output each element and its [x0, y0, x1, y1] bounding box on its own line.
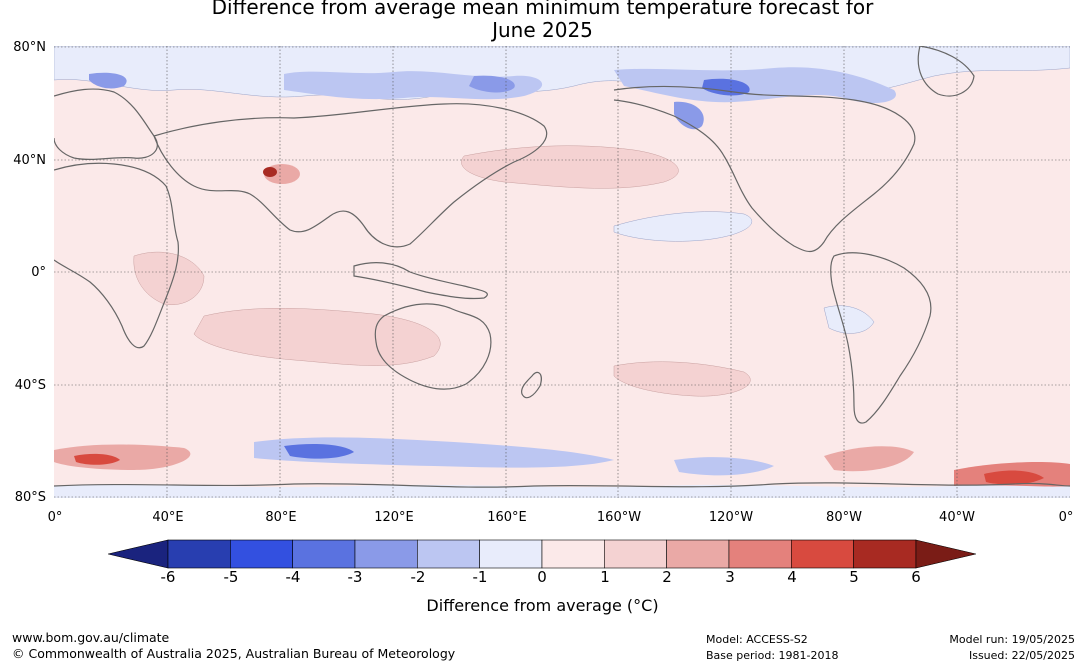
lon-label-40e: 40°E	[152, 510, 184, 525]
lon-label-160e: 160°E	[487, 510, 527, 525]
footer-model-run: Model run: 19/05/2025	[949, 633, 1075, 646]
anomaly-region-southern-ocean-cool-core	[284, 444, 354, 459]
anomaly-region-southern-ocean-cool-east	[674, 457, 774, 476]
colorbar-cell	[666, 539, 730, 569]
lon-label-120w: 120°W	[708, 510, 754, 525]
coastline-australia	[374, 303, 492, 390]
anomaly-region-south-pacific-warm	[613, 361, 751, 397]
anomaly-region-europe-cool	[89, 72, 127, 89]
colorbar-cell	[292, 539, 356, 569]
anomaly-region-africa-warm	[133, 251, 205, 306]
footer-issued: Issued: 22/05/2025	[968, 649, 1075, 662]
colorbar-tick: 3	[725, 568, 735, 586]
colorbar-cell	[417, 539, 480, 569]
footer-base-period: Base period: 1981-2018	[706, 649, 839, 662]
colorbar-tick: 5	[849, 568, 859, 586]
coastline-europe	[54, 88, 158, 161]
lat-label-80n: 80°N	[13, 40, 46, 55]
colorbar-cell	[728, 539, 792, 569]
lon-label-0-east: 0°	[1058, 510, 1074, 525]
coastline-indonesia	[353, 262, 488, 300]
lon-label-40w: 40°W	[939, 510, 975, 525]
anomaly-region-alaska-cool	[674, 101, 704, 130]
anomaly-region-southern-ocean-warm-west-core	[74, 453, 120, 465]
colorbar-tick: -6	[160, 568, 176, 586]
lat-label-equator: 0°	[31, 265, 46, 280]
coastline-asia	[153, 103, 548, 248]
lon-label-80w: 80°W	[826, 510, 862, 525]
footer-dates: Model run: 19/05/2025 Issued: 22/05/2025	[949, 632, 1075, 664]
colorbar-tick: -3	[347, 568, 363, 586]
anomaly-region-canada-cool	[614, 67, 896, 104]
anomaly-region-antarctic-cool	[54, 484, 1070, 498]
colorbar	[108, 539, 977, 569]
footer-copyright: © Commonwealth of Australia 2025, Austra…	[12, 646, 456, 661]
lon-label-0: 0°	[47, 510, 63, 525]
footer-model-info: Model: ACCESS-S2 Base period: 1981-2018	[706, 632, 838, 664]
coastline-north-america	[613, 85, 916, 253]
colorbar-cell	[167, 539, 231, 569]
colorbar-tick: -1	[472, 568, 488, 586]
footer-url: www.bom.gov.au/climate	[12, 630, 170, 645]
anomaly-region-southern-ocean-warm-atlantic-core	[984, 470, 1044, 485]
colorbar-tick: 0	[537, 568, 547, 586]
colorbar-extend-high	[915, 539, 977, 569]
footer-credits: www.bom.gov.au/climate © Commonwealth of…	[12, 630, 455, 662]
coastline-south-america	[830, 252, 932, 424]
colorbar-tick: 6	[911, 568, 921, 586]
lat-label-40n: 40°N	[13, 153, 46, 168]
colorbar-tick: -2	[410, 568, 426, 586]
colorbar-tick: -5	[223, 568, 239, 586]
anomaly-region-north-pacific-warm	[461, 145, 679, 189]
map-title: Difference from average mean minimum tem…	[0, 0, 1085, 42]
temperature-anomaly-map	[54, 46, 1070, 498]
colorbar-tick: 1	[600, 568, 610, 586]
colorbar-tick: -4	[285, 568, 301, 586]
coastlines	[54, 46, 1070, 488]
map-title-line2: June 2025	[492, 18, 593, 42]
colorbar-tick: 4	[787, 568, 797, 586]
coastline-greenland	[917, 46, 975, 97]
lon-label-120e: 120°E	[374, 510, 414, 525]
footer-model: Model: ACCESS-S2	[706, 633, 808, 646]
colorbar-cell	[604, 539, 667, 569]
lat-label-80s: 80°S	[14, 490, 46, 505]
lon-label-160w: 160°W	[596, 510, 642, 525]
graticule	[54, 46, 1070, 498]
anomaly-region-east-pacific-cool	[613, 211, 752, 242]
anomaly-region-southern-ocean-cool	[254, 437, 614, 468]
coastline-africa	[54, 162, 179, 349]
colorbar-extend-low	[108, 539, 169, 569]
map-svg	[54, 46, 1070, 498]
colorbar-tick: 2	[662, 568, 672, 586]
anomaly-region-south-america-cool	[823, 305, 875, 334]
lon-label-80e: 80°E	[265, 510, 297, 525]
anomaly-region-himalaya-hot-core	[263, 167, 277, 177]
anomaly-region-canada-cool-core	[702, 78, 750, 96]
colorbar-cells	[108, 539, 977, 569]
colorbar-cell	[541, 539, 605, 569]
lat-label-40s: 40°S	[14, 378, 46, 393]
colorbar-cell	[853, 539, 917, 569]
coastline-antarctica	[54, 482, 1070, 488]
colorbar-label: Difference from average (°C)	[426, 596, 659, 615]
colorbar-cell	[230, 539, 293, 569]
colorbar-cell	[790, 539, 854, 569]
anomaly-region-southern-ocean-warm-south-america	[824, 446, 914, 472]
colorbar-cell	[354, 539, 418, 569]
anomaly-region-siberia-cool-core	[469, 75, 515, 93]
map-title-line1: Difference from average mean minimum tem…	[211, 0, 874, 19]
colorbar-cell	[479, 539, 543, 569]
